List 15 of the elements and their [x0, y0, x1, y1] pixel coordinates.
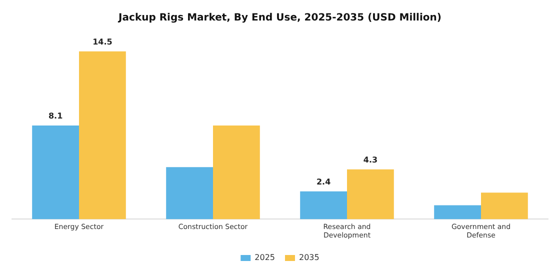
legend-label: 2025: [254, 253, 275, 262]
data-label: 2.4: [316, 178, 332, 186]
data-label: 8.1: [48, 112, 64, 121]
bar: [481, 192, 528, 220]
bar: [434, 205, 481, 220]
bar: [32, 125, 79, 220]
bar: [213, 125, 260, 220]
chart-title: Jackup Rigs Market, By End Use, 2025-2035 (USD Million): [118, 12, 442, 24]
bar: [79, 51, 126, 220]
bar: [300, 191, 347, 220]
bar: [347, 169, 394, 220]
bar: [166, 167, 213, 220]
data-label: 4.3: [363, 156, 378, 165]
legend-label: 2035: [299, 253, 320, 262]
data-label: 14.5: [92, 37, 113, 46]
